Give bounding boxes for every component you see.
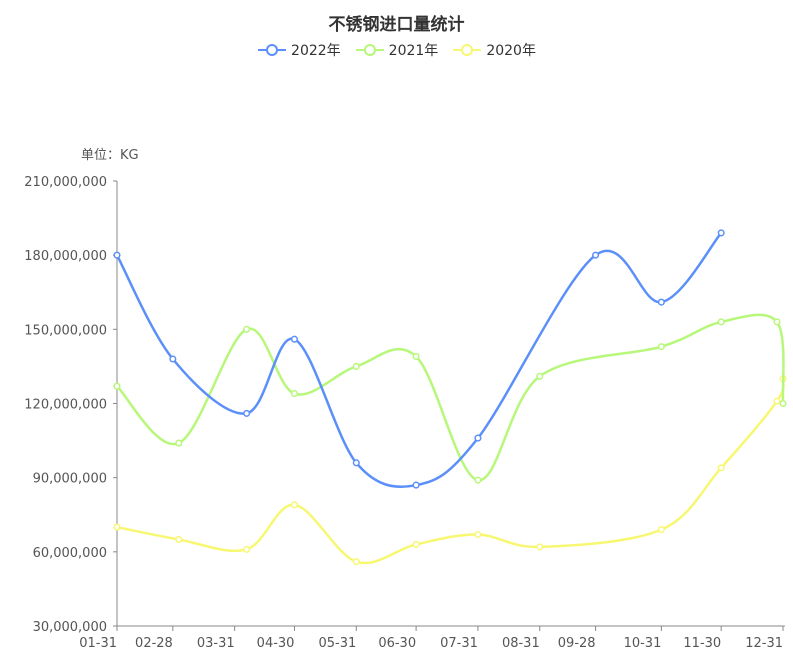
data-point xyxy=(290,335,299,343)
series-line-2022年 xyxy=(115,232,723,488)
data-point xyxy=(717,464,725,472)
data-point xyxy=(290,390,299,398)
data-point xyxy=(717,318,725,326)
data-point xyxy=(773,397,781,405)
data-point xyxy=(412,352,420,361)
data-point xyxy=(474,476,482,484)
x-tick-label: 10-31 xyxy=(624,636,662,651)
legend-item-2020[interactable]: 2020年 xyxy=(452,40,536,60)
legend-item-2021[interactable]: 2021年 xyxy=(355,40,439,60)
x-tick-label: 11-30 xyxy=(683,636,721,651)
series-line-2020年 xyxy=(116,378,785,565)
data-point xyxy=(243,409,251,417)
data-point xyxy=(717,229,725,237)
legend-line-icon xyxy=(355,44,384,56)
data-point xyxy=(352,459,360,467)
y-tick-label: 120,000,000 xyxy=(24,398,107,413)
data-point xyxy=(773,318,781,326)
data-point xyxy=(657,526,665,534)
x-tick-label: 05-31 xyxy=(319,636,357,651)
x-tick-label: 03-31 xyxy=(197,636,235,651)
y-tick-label: 30,000,000 xyxy=(33,620,107,635)
data-point xyxy=(169,355,177,363)
data-point xyxy=(536,372,544,380)
data-point xyxy=(779,399,787,408)
data-point xyxy=(243,325,251,333)
data-point xyxy=(592,251,600,259)
data-point xyxy=(113,523,121,531)
chart-title: 不锈钢进口量统计 xyxy=(328,15,465,35)
x-tick-label: 07-31 xyxy=(440,636,478,651)
y-tick-label: 150,000,000 xyxy=(24,323,107,338)
x-tick-label: 09-28 xyxy=(558,636,596,651)
x-tick-label: 02-28 xyxy=(135,636,173,651)
data-point xyxy=(536,543,544,551)
chart-legend: 2022年 2021年 2020年 xyxy=(0,40,793,60)
data-point xyxy=(657,343,665,351)
data-point xyxy=(175,439,183,447)
x-tick-label: 06-30 xyxy=(378,636,416,651)
y-tick-label: 90,000,000 xyxy=(33,472,107,487)
legend-label: 2020年 xyxy=(486,43,536,59)
data-point xyxy=(412,540,420,548)
legend-line-icon xyxy=(453,44,482,56)
data-point xyxy=(412,481,420,489)
data-point xyxy=(175,535,183,544)
data-point xyxy=(474,434,482,442)
series-line-2021年 xyxy=(116,313,785,482)
x-tick-label: 12-31 xyxy=(745,636,783,651)
data-point xyxy=(113,251,121,259)
y-tick-label: 60,000,000 xyxy=(33,546,107,561)
y-tick-label: 210,000,000 xyxy=(24,175,107,190)
y-unit-label: 单位：KG xyxy=(81,148,139,163)
data-point xyxy=(113,382,121,390)
data-point xyxy=(243,545,251,553)
x-tick-label: 01-31 xyxy=(79,636,117,651)
data-point xyxy=(352,558,360,566)
data-point xyxy=(352,362,360,370)
data-point xyxy=(657,298,665,306)
x-tick-label: 08-31 xyxy=(502,636,540,651)
data-point xyxy=(474,530,482,539)
legend-label: 2022年 xyxy=(291,43,341,59)
legend-label: 2021年 xyxy=(388,43,439,59)
legend-line-icon xyxy=(258,44,287,56)
legend-item-2022[interactable]: 2022年 xyxy=(257,40,341,60)
x-tick-label: 04-30 xyxy=(257,636,295,651)
y-tick-label: 180,000,000 xyxy=(24,249,107,264)
data-point xyxy=(290,501,299,509)
